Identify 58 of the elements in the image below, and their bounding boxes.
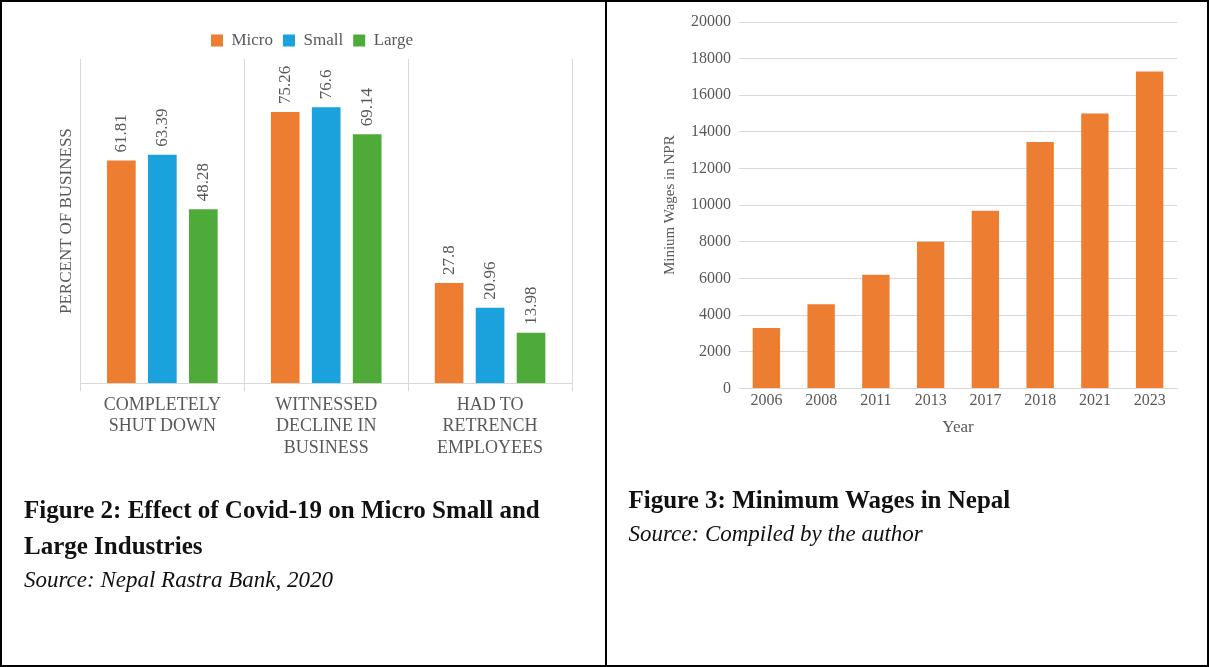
y-tick-label: 0 bbox=[722, 378, 731, 396]
y-tick-label: 18000 bbox=[690, 48, 731, 66]
x-axis-title: Year bbox=[941, 417, 974, 437]
legend-label: Small bbox=[303, 29, 344, 49]
x-tick-label: COMPLETELY SHUT DOWN bbox=[103, 393, 221, 436]
y-tick-label: 10000 bbox=[690, 195, 731, 213]
bar bbox=[971, 210, 999, 388]
source-note: Source: Nepal Rastra Bank, 2020 bbox=[24, 566, 334, 594]
x-tick-label: 2021 bbox=[1078, 391, 1111, 409]
bar bbox=[516, 332, 546, 384]
source-note: Source: Compiled by the author bbox=[628, 520, 924, 548]
y-tick-label: 14000 bbox=[690, 122, 731, 140]
bar bbox=[1025, 142, 1054, 388]
bar bbox=[475, 307, 505, 384]
data-label: 76.6 bbox=[315, 69, 335, 100]
data-label: 61.81 bbox=[110, 114, 130, 153]
bar bbox=[148, 154, 177, 384]
x-tick-label: 2006 bbox=[749, 391, 782, 409]
bar bbox=[916, 241, 944, 388]
bar bbox=[107, 160, 136, 384]
bar bbox=[806, 304, 835, 388]
bar bbox=[752, 327, 780, 388]
data-label: 48.28 bbox=[192, 163, 212, 202]
y-tick-label: 12000 bbox=[690, 158, 731, 176]
data-label: 27.8 bbox=[438, 245, 458, 276]
x-tick-label: HAD TO RETRENCH EMPLOYEES bbox=[437, 393, 544, 457]
bar bbox=[270, 112, 300, 384]
bar bbox=[188, 209, 218, 384]
x-tick-label: 2008 bbox=[804, 391, 837, 409]
text: Figure 2: Effect of Covid-19 on Micro Small and Large Industries bbox=[24, 495, 541, 561]
x-tick-label: 2017 bbox=[968, 391, 1001, 409]
bar bbox=[434, 283, 464, 384]
x-tick-label: WITNESSED DECLINE IN BUSINESS bbox=[275, 393, 378, 457]
x-tick-label: 2023 bbox=[1133, 391, 1166, 409]
y-axis-title: PERCENT OF BUSINESS bbox=[55, 128, 75, 314]
bar bbox=[311, 107, 341, 384]
legend-label: Large bbox=[373, 29, 414, 49]
bar bbox=[861, 274, 890, 388]
data-label: 69.14 bbox=[356, 87, 376, 127]
y-tick-label: 8000 bbox=[698, 232, 731, 250]
text: Figure 3: Minimum Wages in Nepal bbox=[628, 485, 1012, 515]
data-label: 75.26 bbox=[274, 65, 294, 105]
x-tick-label: 2018 bbox=[1023, 391, 1056, 409]
bar bbox=[1135, 71, 1163, 388]
bar bbox=[352, 134, 382, 384]
bar bbox=[1080, 113, 1109, 388]
data-label: 63.39 bbox=[151, 108, 171, 147]
legend-label: Micro bbox=[231, 29, 274, 49]
data-label: 20.96 bbox=[479, 261, 499, 300]
y-tick-label: 2000 bbox=[698, 341, 731, 359]
y-tick-label: 6000 bbox=[698, 268, 731, 286]
y-tick-label: 20000 bbox=[690, 12, 731, 30]
y-tick-label: 4000 bbox=[698, 305, 731, 323]
y-tick-label: 16000 bbox=[690, 85, 731, 103]
data-label: 13.98 bbox=[520, 286, 540, 325]
x-tick-label: 2011 bbox=[859, 391, 892, 409]
y-axis-title: Minium Wages in NPR bbox=[660, 135, 677, 276]
x-tick-label: 2013 bbox=[914, 391, 947, 409]
